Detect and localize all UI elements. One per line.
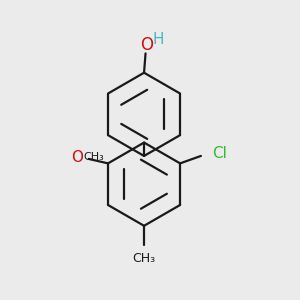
Text: CH₃: CH₃: [133, 252, 156, 265]
Text: CH₃: CH₃: [83, 152, 104, 162]
Text: O: O: [140, 36, 153, 54]
Text: O: O: [71, 150, 83, 165]
Text: Cl: Cl: [212, 146, 227, 161]
Text: H: H: [152, 32, 164, 46]
